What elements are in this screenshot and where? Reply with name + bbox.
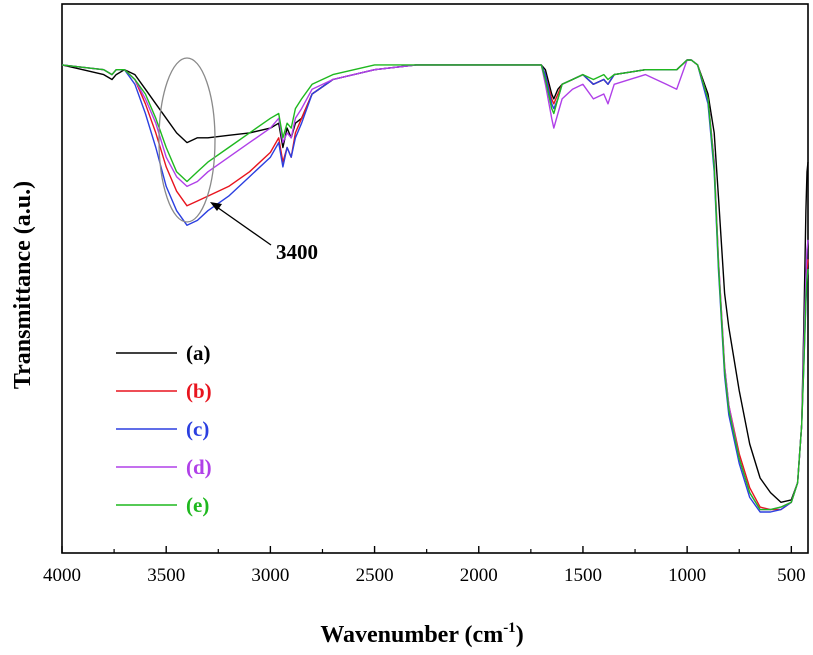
x-axis-title-superscript: -1 (503, 620, 516, 636)
series-line-3 (61, 59, 809, 513)
x-tick-label: 4000 (43, 565, 81, 586)
x-axis-ticks: 4000 3500 3000 2500 2000 1500 1000 500 (43, 546, 806, 586)
legend-label-4: (d) (186, 455, 212, 479)
series-layer (61, 59, 809, 513)
x-axis-title-close: ) (516, 622, 524, 648)
plot-area: 4000 3500 3000 2500 2000 1500 1000 500 (43, 3, 809, 586)
legend-label-3: (c) (186, 417, 209, 441)
series-line-1 (61, 59, 809, 503)
x-tick-label: 1000 (668, 565, 706, 586)
annotation-3400: 3400 (158, 57, 318, 264)
annotation-arrow-head (210, 202, 222, 211)
annotation-label: 3400 (276, 240, 318, 264)
y-axis-title: Transmittance (a.u.) (10, 181, 36, 389)
x-tick-label: 3500 (147, 565, 185, 586)
x-axis-title-main: Wavenumber (cm (320, 622, 503, 648)
series-line-2 (61, 59, 809, 511)
legend-label-1: (a) (186, 341, 211, 365)
x-tick-label: 2000 (460, 565, 498, 586)
x-tick-label: 2500 (356, 565, 394, 586)
legend-label-2: (b) (186, 379, 212, 403)
legend-label-5: (e) (186, 493, 209, 517)
series-line-5 (61, 59, 809, 511)
x-tick-label: 1500 (564, 565, 602, 586)
x-tick-label: 3000 (251, 565, 289, 586)
series-line-4 (61, 59, 809, 511)
annotation-arrow-line (213, 204, 272, 246)
x-axis-title: Wavenumber (cm-1) (320, 620, 523, 648)
plot-frame (61, 3, 809, 554)
annotation-ellipse (158, 57, 216, 223)
x-tick-label: 500 (777, 565, 806, 586)
legend: (a) (b) (c) (d) (e) (116, 341, 212, 517)
